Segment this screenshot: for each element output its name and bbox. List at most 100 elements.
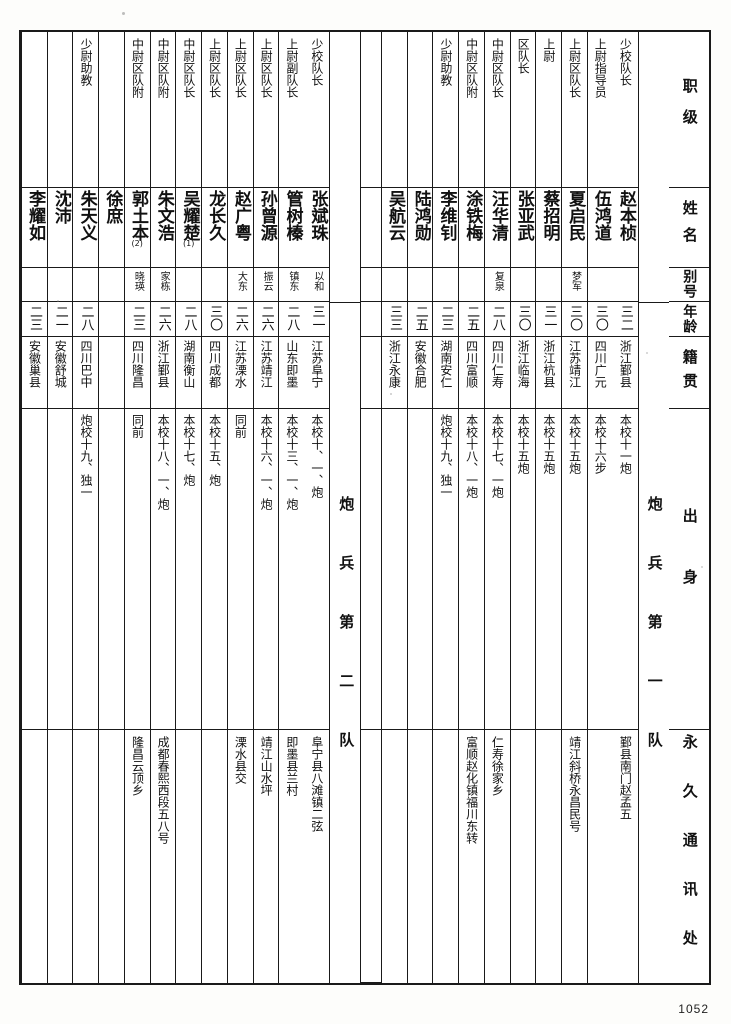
- entry-origin-cell: 江苏溧水: [227, 337, 253, 410]
- entry-age: 二三: [27, 305, 43, 332]
- entry-name: 朱文浩: [153, 189, 174, 241]
- row-header-origin: 籍贯: [668, 337, 709, 410]
- entry-name: 孙曾源: [256, 189, 277, 241]
- entry-name-cell: 蔡招明: [536, 188, 561, 268]
- entry-name: 郭土本: [128, 189, 149, 241]
- entry-rank-cell: [47, 32, 73, 188]
- entry-origin-cell: 湖南安仁: [433, 337, 459, 410]
- group-separator-column: [360, 32, 381, 983]
- entry-alias-cell: [73, 268, 99, 303]
- entry-name: 吴耀楚: [179, 189, 200, 241]
- entry-school: 炮校十九、独一: [78, 414, 93, 499]
- entry-address: 仁寿徐家乡: [490, 735, 505, 796]
- entry-school: 本校十八、一炮: [464, 414, 479, 499]
- entry-address-cell: [433, 730, 458, 983]
- entry-name: 沈沛: [50, 189, 71, 224]
- entry-rank-cell: 中尉区队附: [150, 32, 176, 188]
- entry-school-cell: 本校十一炮: [612, 409, 638, 730]
- entry-address-cell: [536, 730, 561, 983]
- entry-age-cell: 二五: [407, 302, 433, 338]
- entry-age-cell: 三一: [303, 302, 330, 338]
- entry-school: 本校十三、一、炮: [284, 414, 299, 511]
- entry-age: 二三: [129, 305, 145, 332]
- entry-school-cell: [47, 409, 73, 730]
- entry-rank-cell: 少校队长: [612, 32, 638, 188]
- entry-school-cell: [99, 409, 124, 730]
- entry-origin-cell: 安徽舒城: [47, 337, 73, 410]
- entry-alias-cell: [407, 268, 433, 303]
- entry-age-cell: 二一: [47, 302, 73, 338]
- entry-address-cell: 靖江斜桥永昌民号: [562, 730, 587, 983]
- roster-entry-column: 吴航云 三三 浙江永康: [380, 32, 407, 983]
- entry-alias-cell: [21, 268, 47, 303]
- row-header-name: 姓名: [668, 188, 709, 268]
- entry-name-cell: 汪华清: [484, 188, 510, 268]
- entry-age-cell: 二六: [253, 302, 279, 338]
- separator-cell-rank: [361, 32, 381, 188]
- entry-school: 本校十七、炮: [181, 414, 196, 487]
- entry-name-cell: 伍鸿道: [587, 188, 613, 268]
- entry-alias-cell: 大东: [227, 268, 253, 303]
- entry-alias-cell: [176, 268, 202, 303]
- entry-age-cell: 三〇: [202, 302, 227, 338]
- entry-address-cell: [511, 730, 536, 983]
- entry-name: 蔡招明: [539, 189, 560, 241]
- entry-address-cell: [408, 730, 433, 983]
- entry-origin: 浙江鄞县: [618, 340, 633, 389]
- entry-address-cell: 阜宁县八滩镇二弦: [304, 730, 329, 983]
- entry-rank-cell: [99, 32, 124, 188]
- entry-origin: 湖南安仁: [438, 340, 453, 389]
- entry-age-cell: 二八: [176, 302, 202, 338]
- entry-name-with-footnote: 郭土本 (2): [128, 189, 149, 248]
- entry-school: 本校十、一、炮: [309, 414, 324, 499]
- entry-school-cell: 本校十八、一、炮: [150, 409, 176, 730]
- entry-origin-cell: 江苏靖江: [253, 337, 279, 410]
- entry-rank-cell: 上尉指导员: [587, 32, 613, 188]
- entry-origin: 浙江杭县: [541, 340, 556, 389]
- entry-age-cell: 二五: [459, 302, 484, 338]
- entry-name: 徐庶: [102, 189, 123, 224]
- entry-alias-cell: 镇东: [279, 268, 304, 303]
- entry-name-cell: 张亚武: [510, 188, 536, 268]
- scan-speck: [390, 393, 392, 395]
- entry-origin: 四川广元: [593, 340, 608, 389]
- entry-rank: 中尉区队长: [181, 38, 196, 98]
- entry-school-cell: 同前: [124, 409, 150, 730]
- entry-alias-cell: 复泉: [484, 268, 510, 303]
- entry-origin-cell: [99, 337, 124, 410]
- entry-name-footnote-marker: (2): [131, 238, 143, 248]
- entry-school-cell: 本校十五炮: [510, 409, 536, 730]
- entry-rank-cell: 上尉区队长: [561, 32, 587, 188]
- entry-origin-cell: 四川广元: [587, 337, 613, 410]
- entry-name-cell: 张斌珠: [303, 188, 330, 268]
- entry-name: 李维钊: [436, 189, 457, 241]
- entry-origin: 安徽舒城: [53, 340, 68, 389]
- entry-age-cell: 三二: [612, 302, 638, 338]
- entry-age: 三〇: [207, 305, 223, 332]
- entry-name: 朱天义: [76, 189, 97, 241]
- entry-rank-cell: 少尉助教: [433, 32, 459, 188]
- entry-alias: 晓瑛: [132, 270, 144, 291]
- entry-name-cell: 朱天义: [73, 188, 99, 268]
- row-header-school: 出身: [668, 409, 709, 730]
- entry-school: 本校十一炮: [618, 414, 633, 475]
- entry-address-cell: [202, 730, 227, 983]
- entry-school: 本校十五炮: [567, 414, 582, 475]
- entry-rank: 中尉区队附: [156, 38, 171, 98]
- entry-name: 张亚武: [513, 189, 534, 241]
- entry-alias-cell: [612, 268, 638, 303]
- entry-origin: 安徽巢县: [27, 340, 42, 389]
- entry-rank-cell: 中尉区队长: [176, 32, 202, 188]
- entry-origin: 四川巴中: [78, 340, 93, 389]
- entry-school-cell: [21, 409, 47, 730]
- row-header-alias: 别号: [668, 268, 709, 303]
- entry-name-cell: 朱文浩: [150, 188, 176, 268]
- entry-alias-cell: 晓瑛: [124, 268, 150, 303]
- entry-address-cell: [22, 730, 47, 983]
- entry-age: 三〇: [592, 305, 608, 332]
- entry-origin: 湖南衡山: [181, 340, 196, 389]
- entry-rank-cell: 上尉区队长: [253, 32, 279, 188]
- entry-age: 二八: [181, 305, 197, 332]
- scan-speck: [57, 300, 59, 302]
- entry-name-cell: 李耀如: [21, 188, 47, 268]
